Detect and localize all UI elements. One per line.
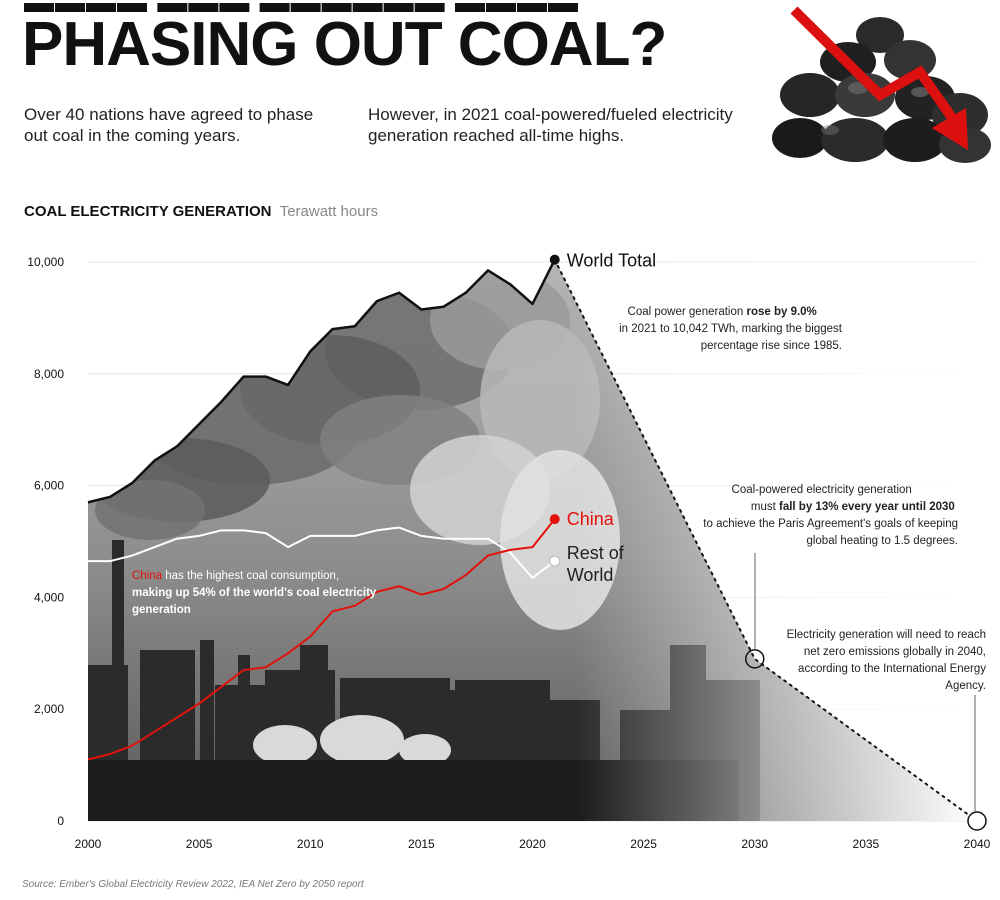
y-tick-label: 10,000 (27, 255, 64, 269)
world-note-bold: rose by 9.0% (746, 306, 816, 318)
chart-title-text: COAL ELECTRICITY GENERATION (24, 203, 272, 220)
intro-left-text: Over 40 nations have agreed to phase out… (24, 105, 314, 145)
milestone-2040-marker (967, 811, 987, 831)
world-note-pre: Coal power generation (628, 306, 747, 318)
annotations: Coal power generation rose by 9.0% in 20… (132, 306, 986, 692)
china-endpoint (549, 514, 560, 525)
world-total-line (87, 259, 556, 504)
annotation-line: net zero emissions globally in 2040, (804, 646, 986, 658)
cut-off-heading: ▬▬▬▬ ▬▬▬ ▬▬▬▬▬▬ ▬▬▬▬ (24, 0, 580, 19)
y-tick-label: 0 (57, 814, 64, 828)
background-fade (88, 262, 977, 821)
series-lines (87, 254, 987, 831)
series-labels: World Total China Rest of World (567, 251, 656, 585)
x-tick-label: 2005 (186, 837, 213, 851)
annotation-paris: Coal-powered electricity generation must… (703, 484, 958, 547)
rest-of-world-label: Rest of World (567, 543, 625, 585)
paris-note-line1: Coal-powered electricity generation (732, 484, 912, 496)
paris-note-bold: fall by 13% every year until 2030 (779, 501, 955, 513)
rest-of-world-line (88, 526, 556, 579)
y-tick-label: 2,000 (34, 702, 64, 716)
x-tick-label: 2035 (853, 837, 880, 851)
china-label: China (567, 509, 615, 529)
annotation-line: Electricity generation will need to reac… (787, 629, 986, 641)
x-axis-ticks: 2000 2005 2010 2015 2020 2025 2030 2035 2040 (75, 837, 991, 851)
milestone-2030-marker (745, 649, 765, 669)
x-tick-label: 2040 (964, 837, 991, 851)
annotation-line: percentage rise since 1985. (701, 340, 842, 352)
china-line (87, 518, 556, 761)
x-tick-label: 2000 (75, 837, 102, 851)
source-note: Source: Ember's Global Electricity Revie… (22, 879, 364, 890)
y-axis-ticks: 0 2,000 4,000 6,000 8,000 10,000 (27, 255, 64, 828)
intro-right-text: However, in 2021 coal-powered/fueled ele… (368, 105, 733, 145)
chart-unit: Terawatt hours (279, 203, 379, 220)
china-note-normal: has the highest coal consumption, (162, 570, 339, 582)
x-tick-label: 2030 (741, 837, 768, 851)
annotation-line: making up 54% of the world's coal electr… (132, 587, 377, 599)
x-tick-label: 2020 (519, 837, 546, 851)
annotation-connectors (754, 553, 976, 811)
annotation-line: to achieve the Paris Agreement's goals o… (703, 518, 958, 530)
annotation-line: generation (132, 604, 191, 616)
annotation-netzero: Electricity generation will need to reac… (787, 629, 987, 692)
x-tick-label: 2025 (630, 837, 657, 851)
arrow-head-icon (932, 108, 968, 150)
world-total-endpoint (549, 254, 560, 265)
annotation-line: according to the International Energy (798, 663, 986, 675)
world-total-label: World Total (567, 251, 656, 271)
annotation-line: global heating to 1.5 degrees. (806, 535, 958, 547)
chart-title: COAL ELECTRICITY GENERATION Terawatt hou… (24, 203, 378, 220)
coal-pile-image (772, 6, 991, 163)
rest-of-world-endpoint (549, 555, 561, 567)
down-arrow-icon (790, 6, 960, 125)
x-tick-label: 2015 (408, 837, 435, 851)
annotation-line: in 2021 to 10,042 TWh, marking the bigge… (619, 323, 843, 335)
china-note-red: China (132, 570, 163, 582)
x-tick-label: 2010 (297, 837, 324, 851)
y-tick-label: 4,000 (34, 590, 64, 604)
annotation-china: China has the highest coal consumption, … (132, 570, 377, 616)
y-tick-label: 6,000 (34, 479, 64, 493)
coal-generation-chart: 0 2,000 4,000 6,000 8,000 10,000 2000 2005 2010… (27, 251, 991, 851)
page-title: PHASING OUT COAL? (22, 10, 667, 79)
annotation-line: Agency. (945, 680, 986, 692)
paris-note-pre: must (751, 501, 779, 513)
annotation-world-2021: Coal power generation rose by 9.0% in 20… (619, 306, 843, 352)
y-tick-label: 8,000 (34, 367, 64, 381)
net-zero-pathway-line (553, 258, 978, 822)
coal-lumps (772, 17, 991, 163)
